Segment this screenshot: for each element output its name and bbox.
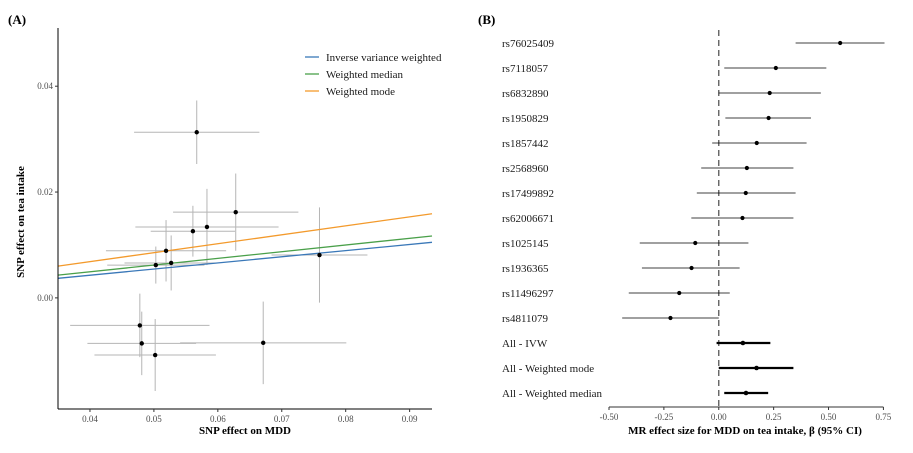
row-estimate-point	[740, 215, 745, 221]
legend-label-2: Weighted median	[326, 69, 404, 81]
panel-a-y-axis-title: SNP effect on tea intake	[15, 166, 27, 278]
panel-b-x-tick-label: -0.50	[600, 412, 619, 422]
panel-a-y-tick-label: 0.04	[37, 81, 53, 91]
row-label: All - Weighted median	[502, 388, 603, 400]
row-label: rs17499892	[502, 188, 554, 200]
row-estimate-point	[677, 290, 682, 296]
point-11	[261, 340, 266, 346]
row-label: rs1936365	[502, 263, 549, 275]
panel-a-regression-lines	[57, 213, 433, 279]
panel-b-x-tick-label: -0.25	[655, 412, 674, 422]
row-estimate-point	[838, 40, 843, 46]
row-estimate-point	[668, 315, 673, 321]
row-estimate-point	[689, 265, 694, 271]
point-8	[317, 252, 322, 258]
row-label: rs1950829	[502, 113, 549, 125]
panel-a-x-tick-label: 0.04	[82, 414, 98, 424]
panel-a-scatter: (A) 0.04 0.05 0.06 0.07 0.08 0.090.000.020.04…	[8, 12, 442, 437]
panel-b-rows: rs76025409 rs7118057 rs6832890 rs1950829 rs1…	[502, 38, 885, 400]
row-estimate-point	[744, 165, 749, 171]
row-label: rs1025145	[502, 238, 549, 250]
panel-b-label: (B)	[478, 12, 495, 27]
row-estimate-point	[743, 390, 749, 396]
legend-label-1: Inverse variance weighted	[326, 52, 442, 64]
point-4	[190, 229, 196, 234]
panel-a-x-tick-label: 0.06	[210, 414, 226, 424]
point-12	[152, 352, 158, 358]
panel-a-x-tick-label: 0.08	[338, 414, 354, 424]
point-2	[233, 209, 238, 215]
panel-b-x-tick-label: 0.75	[876, 412, 892, 422]
row-label: rs2568960	[502, 163, 549, 175]
point-10	[139, 341, 144, 346]
panel-b-forest: (B) rs76025409 rs7118057 rs6832890 rs195082…	[478, 12, 892, 437]
regression-line-1	[57, 241, 433, 279]
point-9	[137, 323, 143, 328]
panel-b-x-tick-label: 0.00	[711, 412, 727, 422]
panel-a-x-tick-label: 0.09	[402, 414, 418, 424]
legend-label-3: Weighted mode	[326, 86, 395, 98]
row-label: rs76025409	[502, 38, 554, 50]
panel-a-points	[137, 130, 322, 358]
regression-line-3	[57, 213, 433, 267]
panel-a-legend: Inverse variance weighted Weighted median…	[305, 52, 442, 98]
row-estimate-point	[740, 340, 746, 346]
row-estimate-point	[767, 90, 772, 96]
row-estimate-point	[754, 140, 759, 146]
row-estimate-point	[743, 190, 748, 196]
point-5	[163, 248, 169, 253]
point-1	[194, 130, 199, 135]
row-label: rs4811079	[502, 313, 549, 325]
panel-b-axes: -0.50 -0.25 0.00 0.25 0.50 0.75	[600, 406, 892, 422]
row-estimate-point	[693, 240, 698, 246]
row-label: rs1857442	[502, 138, 548, 150]
row-estimate-point	[766, 115, 771, 121]
panel-a-error-bars	[70, 100, 368, 392]
row-label: rs62006671	[502, 213, 554, 225]
row-label: rs6832890	[502, 88, 549, 100]
point-7	[168, 260, 174, 266]
panel-a-y-tick-label: 0.02	[37, 187, 53, 197]
panel-a-axes: 0.04 0.05 0.06 0.07 0.08 0.09 0.00 0.02 0.04	[37, 28, 432, 424]
panel-a-x-tick-label: 0.07	[274, 414, 290, 424]
panel-b-x-tick-label: 0.25	[766, 412, 782, 422]
point-3	[204, 224, 210, 230]
row-label: rs11496297	[502, 288, 554, 300]
panel-b-x-axis-title: MR effect size for MDD on tea intake, β …	[628, 425, 862, 437]
panel-a-y-tick-label: 0.00	[37, 293, 53, 303]
row-estimate-point	[754, 365, 759, 371]
row-label: All - IVW	[502, 338, 548, 350]
row-estimate-point	[773, 65, 778, 71]
row-label: All - Weighted mode	[502, 363, 594, 375]
row-label: rs7118057	[502, 63, 549, 75]
panel-a-label: (A)	[8, 12, 26, 27]
panel-b-x-tick-label: 0.50	[821, 412, 837, 422]
point-6	[153, 262, 159, 268]
panel-a-x-axis-title: SNP effect on MDD	[199, 425, 291, 437]
panel-a-x-tick-label: 0.05	[146, 414, 162, 424]
regression-line-2	[57, 235, 433, 276]
